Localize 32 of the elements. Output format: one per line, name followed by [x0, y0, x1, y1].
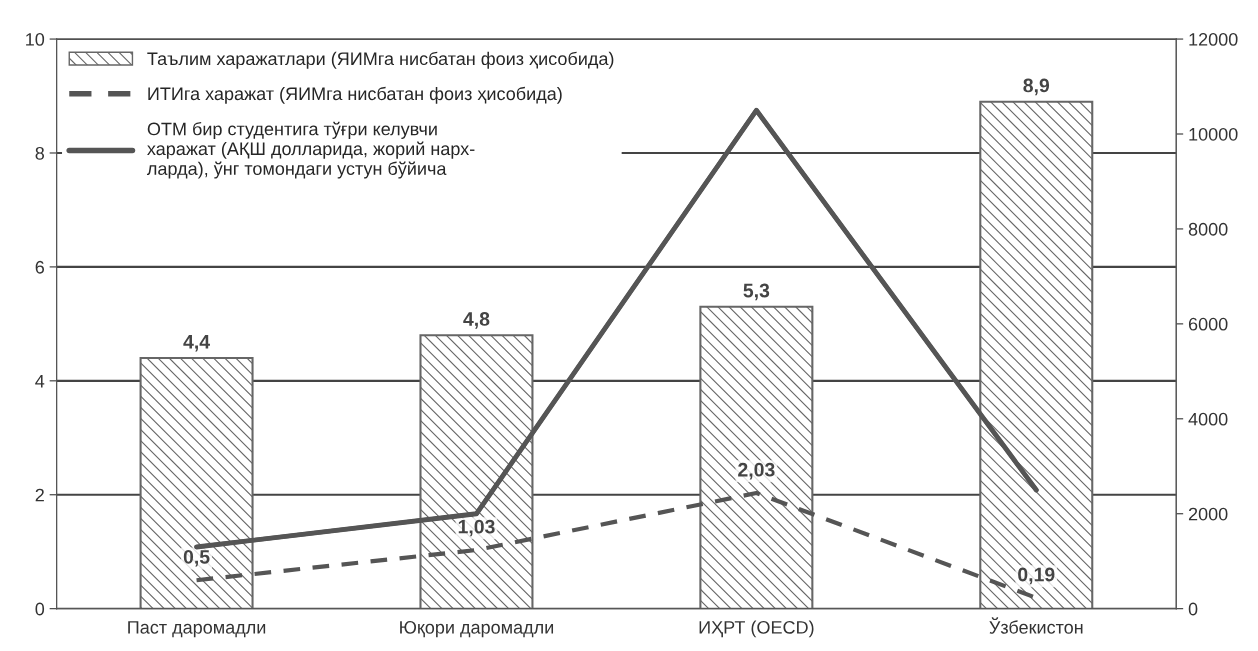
data-label: 4,4 — [183, 335, 210, 352]
bar — [699, 305, 814, 609]
y2-tick-label: 8000 — [1188, 222, 1228, 236]
y-tick-label: 8 — [35, 146, 45, 160]
x-tick-label: Ўзбекистон — [989, 617, 1083, 634]
x-tick-label: Паст даромадли — [128, 621, 266, 638]
bar — [419, 334, 534, 609]
data-label: 2,03 — [738, 462, 775, 480]
data-label: 4,8 — [463, 312, 490, 329]
bar — [139, 357, 254, 609]
y-tick-label: 6 — [35, 260, 45, 274]
y-tick-label: 10 — [26, 32, 45, 46]
y-tick-label: 2 — [35, 488, 44, 502]
data-label: 8,9 — [1023, 78, 1050, 96]
legend-label: ОТМ бир студентига тўғри келувчи харажат (АҚШ долларида, жорий нарх- ларда), ўнг томондаги устун бўйича — [146, 121, 475, 179]
legend-label: Таълим харажатлари (ЯИМга нисбатан фоиз ҳисобида) — [147, 51, 614, 69]
x-tick-label: Юқори даромадли — [400, 620, 554, 638]
y-tick-label: 0 — [35, 602, 45, 616]
bar — [979, 100, 1094, 609]
y2-tick-label: 4000 — [1188, 412, 1228, 426]
y2-tick-label: 2000 — [1188, 507, 1228, 521]
data-label: 1,03 — [458, 519, 495, 537]
data-label: 5,3 — [743, 283, 770, 301]
legend-label: ИТИга харажат (ЯИМга нисбатан фоиз ҳисобида) — [148, 86, 562, 104]
y2-tick-label: 0 — [1188, 602, 1198, 616]
y2-tick-label: 10000 — [1189, 127, 1238, 141]
data-label: 0,5 — [183, 549, 210, 567]
x-tick-label: ИҲРТ (OECD) — [699, 620, 814, 638]
y2-tick-label: 6000 — [1188, 317, 1228, 331]
y2-tick-label: 12000 — [1189, 32, 1238, 46]
data-label: 0,19 — [1018, 567, 1055, 585]
y-tick-label: 4 — [35, 374, 45, 388]
